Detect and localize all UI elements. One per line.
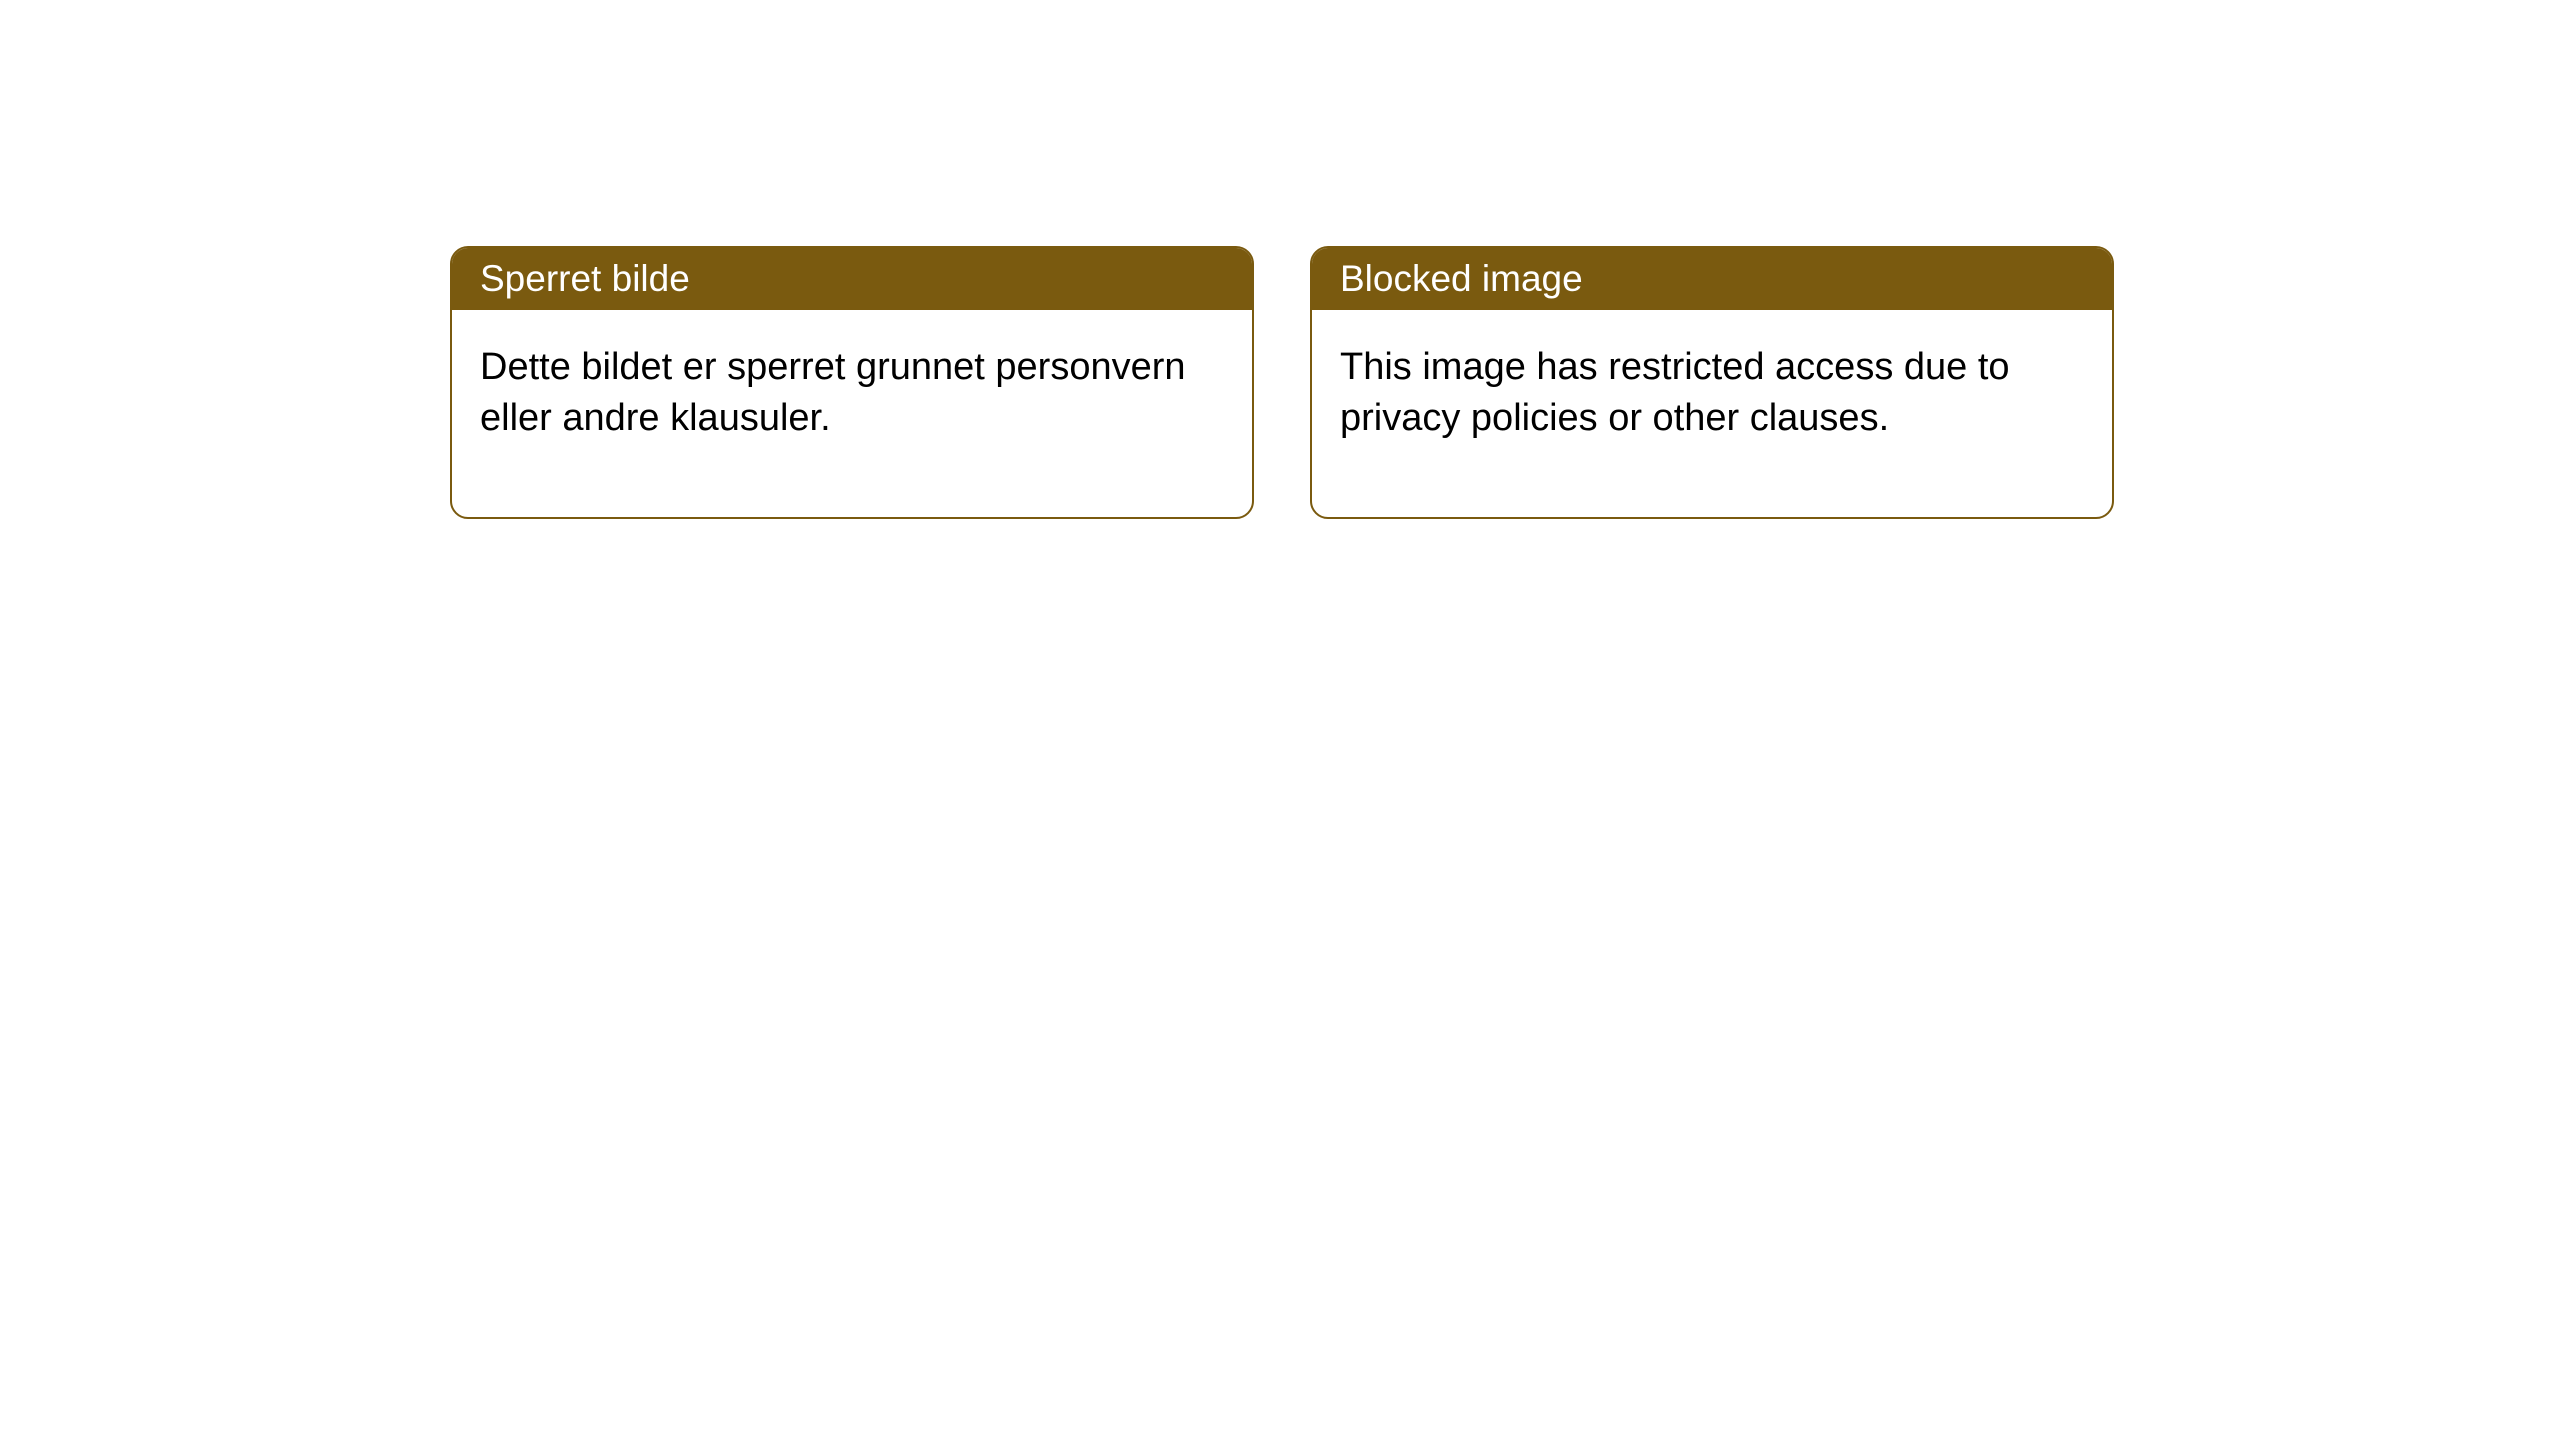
card-body: This image has restricted access due to … — [1312, 310, 2112, 517]
notice-card-english: Blocked image This image has restricted … — [1310, 246, 2114, 519]
card-body: Dette bildet er sperret grunnet personve… — [452, 310, 1252, 517]
notice-container: Sperret bilde Dette bildet er sperret gr… — [450, 246, 2114, 519]
card-header: Sperret bilde — [452, 248, 1252, 310]
card-header: Blocked image — [1312, 248, 2112, 310]
notice-card-norwegian: Sperret bilde Dette bildet er sperret gr… — [450, 246, 1254, 519]
